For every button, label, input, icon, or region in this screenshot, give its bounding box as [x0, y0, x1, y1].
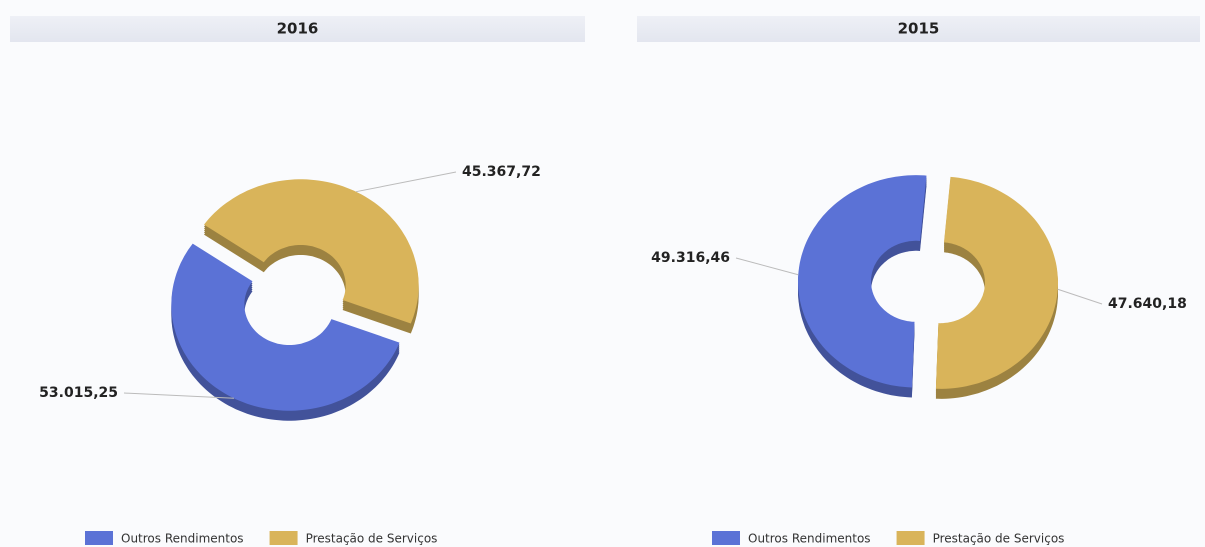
legend-swatch [269, 531, 298, 545]
legend-label: Prestação de Serviços [933, 532, 1065, 546]
chart-title: 2015 [898, 20, 940, 38]
legend-label: Outros Rendimentos [121, 532, 244, 546]
slice [798, 175, 927, 388]
legend-swatch [896, 531, 925, 545]
legend-label: Prestação de Serviços [306, 532, 438, 546]
legend-label: Outros Rendimentos [748, 532, 871, 546]
slice [935, 176, 1058, 389]
value-label: 47.640,18 [1108, 296, 1187, 312]
legend-swatch [85, 531, 113, 545]
leader-line [355, 171, 457, 193]
slice [204, 179, 419, 324]
value-label: 45.367,72 [462, 164, 541, 180]
value-label: 49.316,46 [651, 250, 730, 266]
slice [171, 243, 400, 411]
leader-line [123, 392, 235, 399]
chart-title: 2016 [277, 20, 319, 38]
leader-line [735, 257, 799, 276]
title-band [10, 16, 585, 42]
legend-swatch [712, 531, 740, 545]
title-band [637, 16, 1200, 42]
value-label: 53.015,25 [39, 385, 118, 401]
leader-line [1057, 288, 1103, 305]
